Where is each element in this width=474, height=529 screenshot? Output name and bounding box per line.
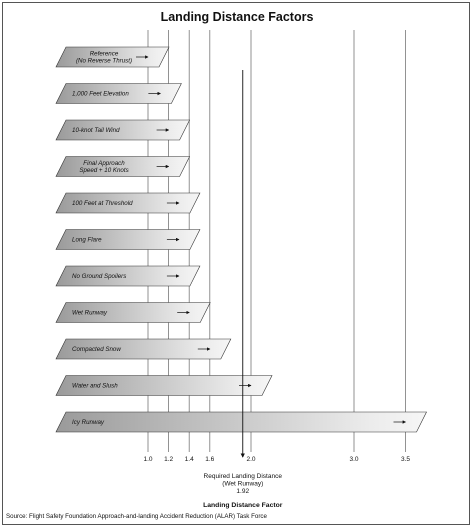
source-note: Source: Flight Safety Foundation Approac… xyxy=(6,513,267,520)
bar-1: Reference (No Reverse Thrust) xyxy=(55,46,170,68)
bar-label-4: Final Approach Speed + 10 Knots xyxy=(79,160,128,174)
tick-label-1.6: 1.6 xyxy=(205,456,214,463)
bar-shape-1 xyxy=(55,46,170,68)
tick-label-1.0: 1.0 xyxy=(143,456,152,463)
bar-11: Icy Runway xyxy=(55,411,427,433)
bar-shape-7 xyxy=(55,265,201,287)
bar-3: 10-knot Tail Wind xyxy=(55,119,191,141)
tick-label-2.0: 2.0 xyxy=(246,456,255,463)
bar-shape-9 xyxy=(55,338,232,360)
chart-frame xyxy=(2,2,470,525)
chart-title: Landing Distance Factors xyxy=(160,10,314,24)
bar-label-10: Water and Slush xyxy=(72,383,118,390)
bar-label-3: 10-knot Tail Wind xyxy=(72,127,120,134)
bar-5: 100 Feet at Threshold xyxy=(55,192,201,214)
tick-label-1.2: 1.2 xyxy=(164,456,173,463)
tick-label-1.4: 1.4 xyxy=(185,456,194,463)
bar-shape-5 xyxy=(55,192,201,214)
bar-label-1: Reference (No Reverse Thrust) xyxy=(76,51,132,65)
bar-9: Compacted Snow xyxy=(55,338,232,360)
bar-2: 1,000 Feet Elevation xyxy=(55,83,182,104)
x-axis-label: Landing Distance Factor xyxy=(203,502,283,509)
bar-shape-10 xyxy=(55,375,273,396)
bar-label-11: Icy Runway xyxy=(72,419,105,426)
bar-7: No Ground Spoilers xyxy=(55,265,201,287)
bar-label-9: Compacted Snow xyxy=(72,346,121,353)
bar-label-2: 1,000 Feet Elevation xyxy=(72,91,129,98)
required-distance-label: Required Landing Distance (Wet Runway) 1.9… xyxy=(204,473,283,495)
bar-label-5: 100 Feet at Threshold xyxy=(72,200,133,207)
bar-6: Long Flare xyxy=(55,229,201,250)
tick-label-3.5: 3.5 xyxy=(401,456,410,463)
bar-shape-6 xyxy=(55,229,201,250)
bar-shape-8 xyxy=(55,302,211,323)
bar-8: Wet Runway xyxy=(55,302,211,323)
bar-shape-11 xyxy=(55,411,427,433)
bar-shape-3 xyxy=(55,119,191,141)
bar-shape-2 xyxy=(55,83,182,104)
bar-10: Water and Slush xyxy=(55,375,273,396)
bar-4: Final Approach Speed + 10 Knots xyxy=(55,156,191,177)
bar-label-7: No Ground Spoilers xyxy=(72,273,126,280)
bar-label-6: Long Flare xyxy=(72,237,102,244)
tick-label-3.0: 3.0 xyxy=(349,456,358,463)
bar-shape-4 xyxy=(55,156,191,177)
bar-label-8: Wet Runway xyxy=(72,310,108,317)
